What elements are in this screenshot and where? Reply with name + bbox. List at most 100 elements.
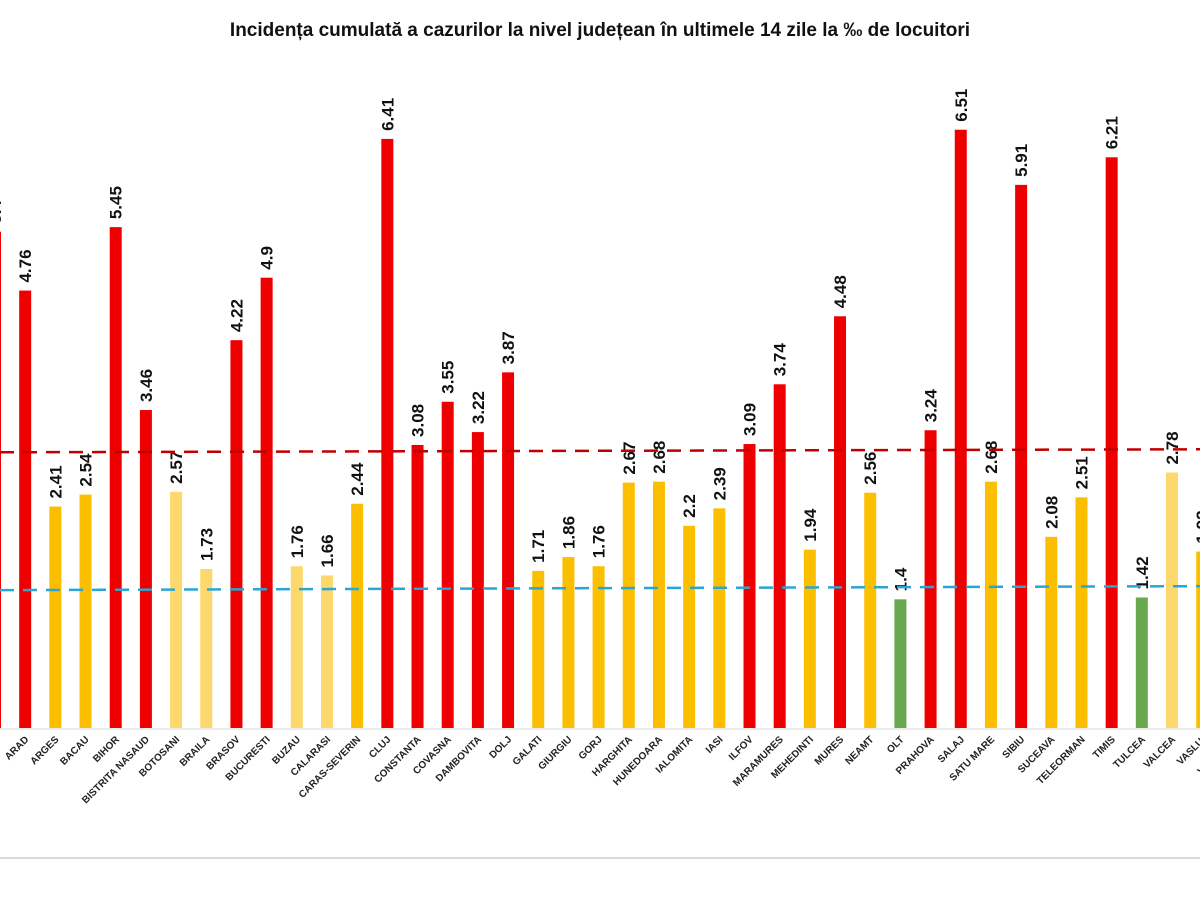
bar-valcea xyxy=(1166,472,1179,728)
bar-suceava xyxy=(1045,536,1058,728)
data-label: 2.44 xyxy=(348,462,367,496)
bar-bistrita-nasaud xyxy=(139,410,152,728)
category-label: VASLUI xyxy=(1175,734,1200,767)
bar-cluj xyxy=(381,138,394,728)
data-label: 6.21 xyxy=(1103,116,1122,149)
bar-maramures xyxy=(773,384,786,728)
bar-ialomita xyxy=(683,525,696,728)
bar-timis xyxy=(1105,157,1118,728)
data-label: 1.4 xyxy=(891,567,910,591)
data-label: 1.66 xyxy=(318,534,337,567)
bar-arges xyxy=(49,506,62,728)
category-label: TIMIS xyxy=(1091,734,1118,761)
bar-bucuresti xyxy=(260,277,273,728)
data-label: 3.09 xyxy=(741,403,760,436)
bar-vaslui xyxy=(1196,551,1200,728)
data-label: 2.78 xyxy=(1163,431,1182,464)
bar-salaj xyxy=(954,129,967,728)
bar-first xyxy=(0,231,1,729)
reference-line-1.5 xyxy=(0,584,1200,592)
data-label: 2.54 xyxy=(77,453,96,487)
data-label: 2.68 xyxy=(982,441,1001,474)
bar-teleorman xyxy=(1075,497,1088,728)
bar-iasi xyxy=(713,508,726,728)
category-label: ARGES xyxy=(29,734,62,767)
data-label: 2.67 xyxy=(620,442,639,475)
category-label: DOLJ xyxy=(488,734,515,761)
category-label: VALCEA xyxy=(1142,734,1178,770)
bar-arad xyxy=(19,290,32,728)
bar-covasna xyxy=(441,401,454,728)
data-label: 1.71 xyxy=(529,530,548,563)
data-label: 1.73 xyxy=(197,528,216,561)
data-label: 3.24 xyxy=(922,389,941,423)
data-label: 2.39 xyxy=(710,467,729,500)
bar-harghita xyxy=(622,482,635,728)
bar-giurgiu xyxy=(562,557,575,728)
bar-satu-mare xyxy=(984,481,997,728)
category-label: ILFOV xyxy=(727,734,756,763)
category-label: CLUJ xyxy=(367,734,393,760)
bar-sibiu xyxy=(1015,184,1028,729)
data-label: 5.4 xyxy=(0,200,5,224)
chart-title: Incidența cumulată a cazurilor la nivel … xyxy=(229,20,971,41)
bar-mures xyxy=(834,316,847,728)
data-label: 3.22 xyxy=(469,391,488,424)
data-label: 2.41 xyxy=(46,465,65,498)
bar-bihor xyxy=(109,227,122,728)
data-label: 1.76 xyxy=(288,525,307,558)
category-label: MURES xyxy=(813,734,847,768)
data-label: 4.76 xyxy=(16,249,35,282)
data-label: 2.51 xyxy=(1072,456,1091,489)
bar-botosani xyxy=(170,491,183,728)
bar-gorj xyxy=(592,566,605,728)
data-label: 1.92 xyxy=(1193,510,1200,543)
category-label: NEAMT xyxy=(843,734,876,767)
bar-constanta xyxy=(411,444,424,728)
category-label: GORJ xyxy=(577,734,605,762)
data-label: 4.22 xyxy=(227,299,246,332)
data-label: 2.2 xyxy=(680,494,699,518)
bar-brasov xyxy=(230,340,243,728)
bar-caras-severin xyxy=(351,503,364,728)
bar-dambovita xyxy=(471,432,484,728)
category-label: BACAU xyxy=(58,734,91,767)
data-label: 2.08 xyxy=(1042,496,1061,529)
data-label: 1.76 xyxy=(590,525,609,558)
bar-hunedoara xyxy=(652,481,665,728)
data-label: 6.41 xyxy=(378,98,397,131)
data-label: 2.57 xyxy=(167,451,186,484)
data-label: 5.45 xyxy=(107,186,126,219)
data-label: 1.86 xyxy=(559,516,578,549)
data-label: 6.51 xyxy=(952,89,971,122)
bar-bacau xyxy=(79,494,92,728)
data-label: 1.94 xyxy=(801,508,820,542)
reference-line-3 xyxy=(0,448,1200,454)
data-label: 4.48 xyxy=(831,275,850,308)
bar-braila xyxy=(200,569,213,728)
bar-mehedinti xyxy=(803,549,816,728)
data-label: 1.42 xyxy=(1133,556,1152,589)
bar-ilfov xyxy=(743,444,756,728)
bar-olt xyxy=(894,599,907,728)
bar-dolj xyxy=(502,372,515,728)
bar-prahova xyxy=(924,430,937,728)
category-label: IASI xyxy=(704,734,726,756)
data-label: 3.46 xyxy=(137,369,156,402)
category-label: TULCEA xyxy=(1112,734,1148,770)
category-label: ARAD xyxy=(3,734,31,762)
data-label: 3.87 xyxy=(499,331,518,364)
data-label: 4.9 xyxy=(258,246,277,270)
data-label: 3.08 xyxy=(409,404,428,437)
data-label: 2.56 xyxy=(861,452,880,485)
data-label: 5.91 xyxy=(1012,144,1031,177)
data-label: 2.68 xyxy=(650,441,669,474)
category-label: OLT xyxy=(885,734,906,755)
bar-tulcea xyxy=(1135,597,1148,728)
bar-buzau xyxy=(290,566,303,728)
bar-galati xyxy=(532,570,545,728)
data-label: 3.74 xyxy=(771,343,790,377)
category-label: SIBIU xyxy=(1001,734,1028,761)
bar-calarasi xyxy=(320,575,333,728)
